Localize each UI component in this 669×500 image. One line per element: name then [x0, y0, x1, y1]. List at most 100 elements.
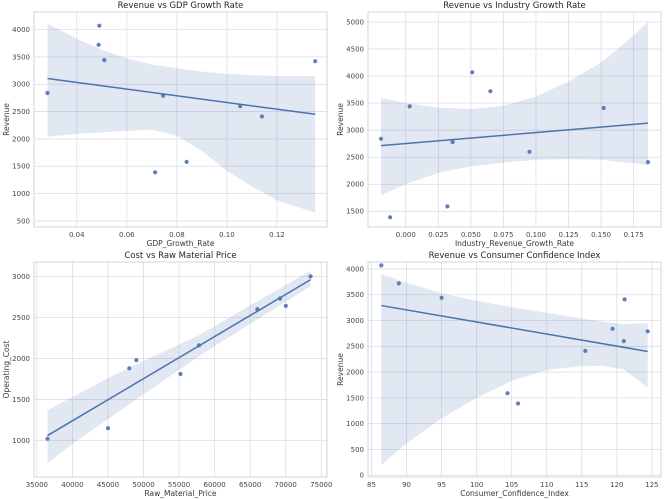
y-axis-label: Revenue: [336, 353, 345, 386]
scatter-point: [515, 401, 521, 406]
scatter-point: [102, 58, 107, 63]
x-axis-label: Raw_Material_Price: [144, 489, 216, 498]
y-tick-label: 3000: [12, 81, 30, 89]
scatter-point: [97, 23, 102, 28]
confidence-band: [47, 23, 316, 213]
x-tick-label: 0.050: [461, 231, 481, 239]
scatter-point: [196, 343, 202, 348]
chart-revenue-vs-gdp-growth-rate: 0.04 0.06 0.08 0.10 0.12 500 1000 1500 2000 2500 3…: [0, 0, 334, 250]
scatter-point: [621, 339, 626, 344]
y-axis-label: Revenue: [336, 103, 345, 136]
scatter-point: [450, 140, 455, 145]
plot-background: [334, 0, 668, 250]
chart-title: Cost vs Raw Material Price: [124, 251, 236, 261]
x-tick-label: 110: [540, 481, 553, 489]
x-tick-label: 70000: [275, 481, 297, 489]
y-tick-label: 1500: [12, 163, 30, 171]
scatter-point: [134, 358, 139, 363]
chart-title: Revenue vs Consumer Confidence Index: [429, 251, 601, 261]
x-tick-label: 0.10: [219, 231, 235, 239]
scatter-point: [583, 348, 588, 353]
y-axis-label: Revenue: [2, 103, 11, 136]
plot-background: [334, 250, 668, 500]
y-tick-label: 2000: [346, 181, 364, 189]
plot-border: [367, 11, 662, 228]
x-tick-label: 120: [610, 481, 623, 489]
scatter-point: [259, 114, 264, 119]
scatter-point: [610, 326, 615, 331]
scatter-point: [622, 297, 627, 302]
revenue-vs-consumer-confidence-plot-canvas: 85 90 95 100 105 110 115 120 125 0 500 1000 1500 2000…: [334, 250, 668, 500]
regression-line: [380, 122, 649, 147]
regression-line: [47, 278, 312, 437]
y-tick-label: 4000: [346, 72, 364, 80]
y-tick-label: 0: [360, 472, 364, 480]
scatter-point: [439, 295, 444, 300]
y-tick-label: 2500: [346, 343, 364, 351]
regression-line: [381, 304, 648, 353]
x-tick-label: 90: [402, 481, 411, 489]
scatter-point: [645, 160, 651, 165]
y-tick-label: 1000: [12, 190, 30, 198]
x-tick-label: 0.025: [428, 231, 448, 239]
x-tick-label: 85: [367, 481, 376, 489]
scatter-point: [283, 303, 288, 308]
y-tick-label: 2500: [346, 154, 364, 162]
scatter-point: [379, 263, 384, 268]
scatter-point: [161, 93, 166, 98]
x-tick-label: 0.175: [624, 231, 644, 239]
x-tick-label: 0.000: [396, 231, 416, 239]
scatter-point: [105, 426, 111, 431]
y-tick-label: 3000: [346, 127, 364, 135]
scatter-point: [396, 281, 401, 286]
y-tick-label: 3000: [12, 273, 30, 281]
x-tick-label: 0.125: [559, 231, 579, 239]
scatter-point: [238, 104, 243, 109]
scatter-point: [127, 366, 132, 371]
confidence-band: [381, 22, 648, 196]
x-tick-label: 45000: [97, 481, 119, 489]
scatter-point: [45, 90, 50, 96]
scatter-point: [308, 274, 313, 279]
y-tick-label: 4500: [346, 45, 364, 53]
confidence-band: [381, 274, 648, 465]
plot-border: [367, 261, 662, 478]
y-tick-label: 4000: [346, 265, 364, 273]
x-tick-label: 0.075: [493, 231, 513, 239]
x-tick-label: 115: [575, 481, 588, 489]
x-tick-label: 50000: [132, 481, 154, 489]
x-tick-label: 0.08: [169, 231, 185, 239]
y-tick-label: 2000: [346, 368, 364, 376]
y-tick-label: 4000: [12, 26, 30, 34]
scatter-point: [505, 391, 510, 396]
scatter-point: [601, 105, 606, 111]
x-tick-label: 55000: [168, 481, 190, 489]
y-tick-label: 1000: [12, 437, 30, 445]
scatter-point: [527, 149, 532, 154]
y-tick-label: 2000: [12, 135, 30, 143]
scatter-point: [470, 70, 475, 75]
x-tick-label: 35000: [26, 481, 48, 489]
plot-background: [0, 0, 334, 250]
scatter-point: [278, 296, 283, 301]
y-tick-label: 2000: [12, 355, 30, 363]
y-tick-label: 500: [351, 446, 364, 454]
scatter-point: [153, 170, 158, 175]
x-tick-label: 105: [505, 481, 518, 489]
scatter-point: [45, 436, 50, 441]
x-tick-label: 95: [437, 481, 446, 489]
y-tick-label: 3500: [346, 100, 364, 108]
regression-line: [47, 77, 316, 116]
y-axis-label: Operating_Cost: [2, 340, 11, 398]
y-tick-label: 1500: [346, 394, 364, 402]
y-tick-label: 3000: [346, 317, 364, 325]
y-tick-label: 3500: [12, 53, 30, 61]
scatter-point: [378, 136, 384, 141]
y-tick-label: 3500: [346, 291, 364, 299]
x-axis-label: Consumer_Confidence_Index: [460, 489, 569, 498]
chart-title: Revenue vs Industry Growth Rate: [443, 1, 586, 11]
y-tick-label: 2500: [12, 314, 30, 322]
chart-title: Revenue vs GDP Growth Rate: [118, 1, 244, 11]
y-tick-label: 1000: [346, 420, 364, 428]
